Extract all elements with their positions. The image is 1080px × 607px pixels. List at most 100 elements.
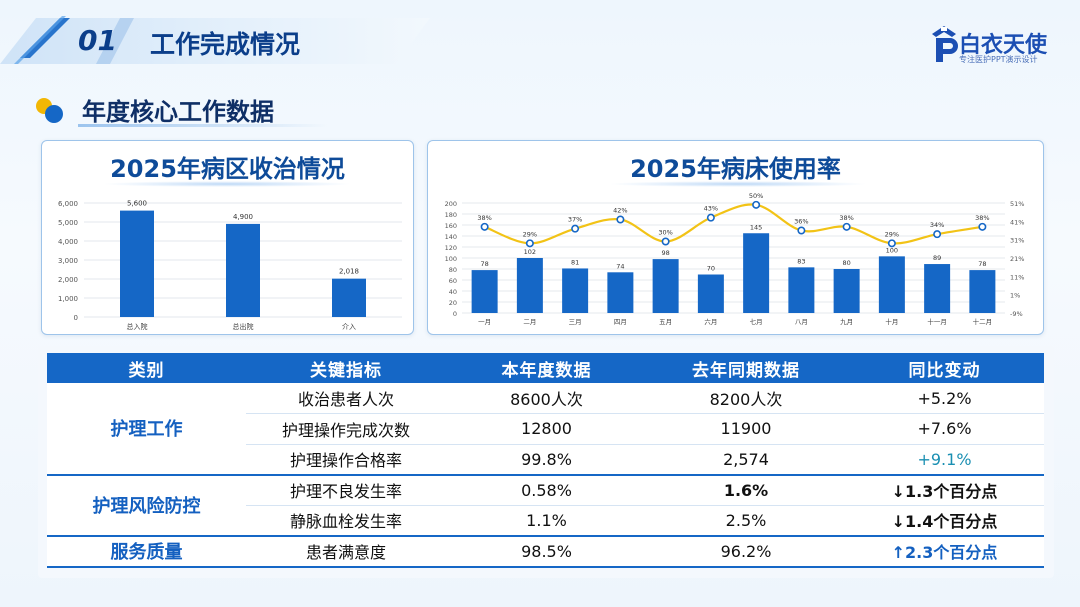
admissions-chart-title: 2025年病区收治情况 [110,155,345,183]
y-left-tick-label: 60 [449,277,457,285]
category-cell: 服务质量 [47,535,246,568]
x-tick-label: 三月 [569,318,582,326]
x-tick-label: 八月 [795,318,808,326]
y-tick-label: 6,000 [58,200,78,208]
line-point [978,222,987,231]
y-right-tick-label: 41% [1010,218,1024,226]
admissions-chart-panel: 2025年病区收治情况 0 1,000 2,000 3,000 4,000 5,000 6,… [41,140,414,335]
table-row: 护理风险防控 护理不良发生率 0.58% 1.6% ↓1.3个百分点 [47,474,1044,537]
bar [969,270,996,313]
bar [743,233,770,313]
bar [697,274,724,313]
header-this-year: 本年度数据 [446,353,647,383]
y-right-tick-label: 1% [1010,292,1020,300]
header-last-year: 去年同期数据 [647,353,845,383]
bar [878,256,905,313]
y-right-tick-label: 11% [1010,273,1024,281]
line-value-label: 38% [477,214,491,222]
y-left-tick-label: 40 [449,288,457,296]
bed-usage-chart-title: 2025年病床使用率 [630,155,841,183]
bar [788,267,815,313]
change-cell: +9.1% [845,444,1044,476]
line-value-label: 43% [704,205,718,213]
x-tick-label: 九月 [840,317,853,326]
line-point [661,237,670,246]
bar [471,270,498,313]
line-point [571,224,580,233]
y-tick-label: 5,000 [58,219,78,227]
core-data-table-container: 类别 关键指标 本年度数据 去年同期数据 同比变动 护理工作 收治患者人次 86… [38,346,1054,578]
bar [924,264,951,313]
bar-value-label: 70 [707,265,715,273]
table-row: 护理工作 收治患者人次 8600人次 8200人次 +5.2% [47,383,1044,476]
indicator-cell: 收治患者人次 [246,383,446,415]
header-banner-shape [0,16,430,64]
y-right-tick-label: 51% [1010,200,1024,208]
y-left-tick-label: 180 [445,211,457,219]
bar-value-label: 100 [886,246,898,254]
line-value-label: 29% [523,230,537,238]
bed-usage-combo-chart: 0 20 40 60 80 100 120 140 160 180 200 -9% 1% 11% 21% 31… [445,192,1025,326]
line-point [842,222,851,231]
title-glow [608,181,868,187]
y-right-tick-label: -9% [1010,310,1023,318]
this-year-cell: 12800 [446,413,647,445]
x-tick-label: 总入院 [127,322,148,331]
x-tick-label: 六月 [704,317,717,326]
bar-value-label: 102 [524,248,536,256]
last-year-cell: 2.5% [647,505,845,537]
this-year-cell: 99.8% [446,444,647,476]
bar-value-label: 81 [571,258,579,266]
y-left-tick-label: 80 [449,266,457,274]
y-left-tick-label: 140 [445,233,457,241]
table-row: 护理操作合格率 99.8% 2,574 +9.1% [47,444,1044,476]
y-left-tick-label: 0 [453,310,457,318]
y-left-tick-label: 120 [445,244,457,252]
line-value-label: 42% [613,207,627,215]
bar [607,272,634,313]
section-number: 01 [78,24,117,57]
bar-value-label: 78 [480,260,488,268]
line-point [616,215,625,224]
subheading: 年度核心工作数据 [30,88,330,128]
bar-value-label: 4,900 [233,213,253,221]
line-point [933,230,942,239]
y-left-tick-label: 200 [445,200,457,208]
change-cell: +7.6% [845,413,1044,445]
y-left-tick-label: 20 [449,299,457,307]
y-left-tick-label: 100 [445,255,457,263]
line-value-label: 30% [658,229,672,237]
header-change: 同比变动 [845,353,1044,383]
line-point [887,239,896,248]
line-value-label: 38% [839,214,853,222]
line-value-label: 37% [568,216,582,224]
brand-name: 白衣天使 [959,33,1048,58]
x-tick-label: 十二月 [973,317,993,326]
this-year-cell: 8600人次 [446,383,647,415]
line-value-label: 38% [975,214,989,222]
line-value-label: 50% [749,192,763,200]
this-year-cell: 0.58% [446,474,647,506]
indicator-cell: 护理不良发生率 [246,474,446,506]
bar-value-label: 80 [842,259,850,267]
change-cell: ↓1.3个百分点 [845,474,1044,506]
line-value-label: 29% [885,230,899,238]
table-header-row: 类别 关键指标 本年度数据 去年同期数据 同比变动 [47,353,1044,383]
bar-value-label: 2,018 [339,268,359,276]
change-cell: ↓1.4个百分点 [845,505,1044,537]
y-tick-label: 4,000 [58,238,78,246]
header-indicator: 关键指标 [246,353,446,383]
bar [120,210,154,317]
last-year-cell: 11900 [647,413,845,445]
table-row: 静脉血栓发生率 1.1% 2.5% ↓1.4个百分点 [47,505,1044,537]
last-year-cell: 8200人次 [647,383,845,415]
header-category: 类别 [47,353,246,383]
y-right-tick-label: 21% [1010,255,1024,263]
table-row: 服务质量 患者满意度 98.5% 96.2% ↑2.3个百分点 [47,535,1044,568]
last-year-cell: 2,574 [647,444,845,476]
category-cell: 护理风险防控 [47,474,246,537]
line-point [525,239,534,248]
line-point [797,226,806,235]
table-row: 护理操作完成次数 12800 11900 +7.6% [47,413,1044,445]
bar-value-label: 98 [661,249,669,257]
